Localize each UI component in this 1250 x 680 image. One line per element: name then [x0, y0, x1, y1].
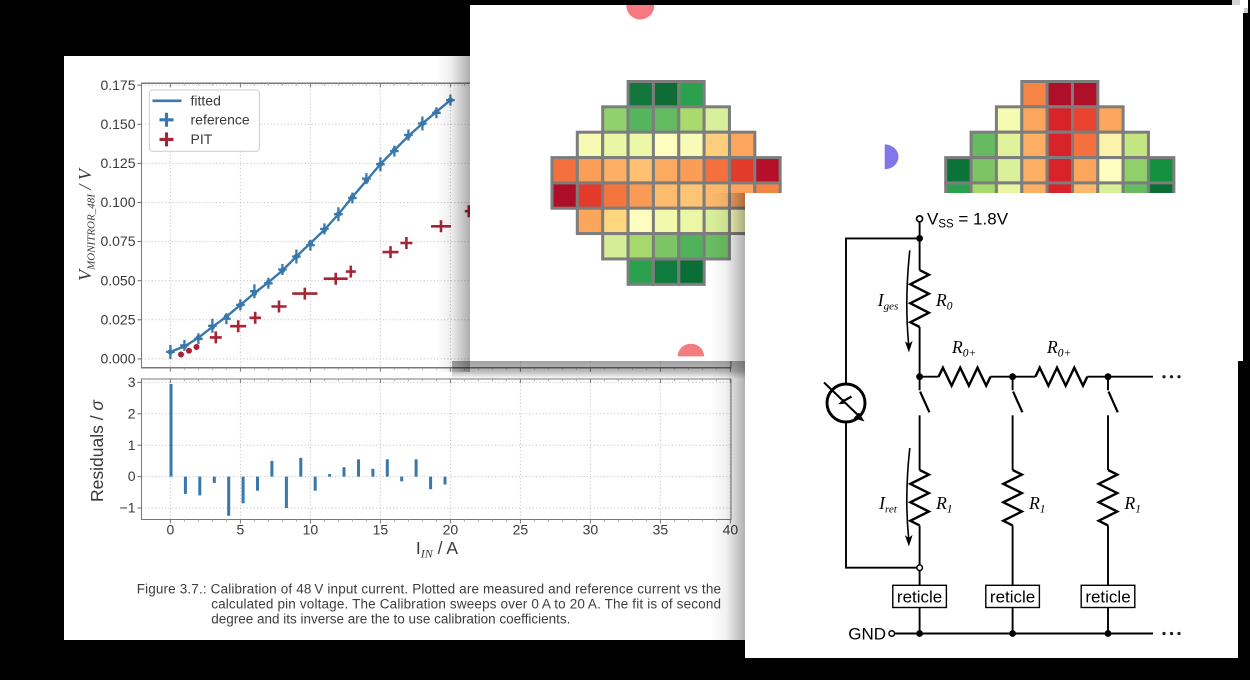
svg-text:30: 30: [583, 522, 599, 538]
svg-text:0: 0: [128, 468, 136, 484]
svg-text:35: 35: [653, 522, 669, 538]
svg-text:0.025: 0.025: [100, 311, 135, 327]
svg-text:Iret: Iret: [878, 493, 898, 516]
svg-text:PIT: PIT: [191, 131, 213, 147]
svg-text:3: 3: [128, 374, 136, 390]
svg-text:IIN / A: IIN / A: [416, 538, 458, 561]
svg-text:25: 25: [513, 522, 529, 538]
svg-text:Figure 3.7.: Calibration of 48: Figure 3.7.: Calibration of 48 V input c…: [137, 582, 721, 597]
svg-text:reference: reference: [191, 111, 250, 127]
svg-text:reticle: reticle: [990, 588, 1035, 607]
svg-text:Iges: Iges: [877, 290, 899, 313]
svg-text:0.075: 0.075: [100, 233, 135, 249]
svg-text:fitted: fitted: [191, 92, 221, 108]
svg-text:R1: R1: [935, 493, 952, 516]
svg-text:VMONITROR_48I / V: VMONITROR_48I / V: [75, 167, 98, 281]
svg-text:10: 10: [303, 522, 319, 538]
svg-text:reticle: reticle: [897, 588, 942, 607]
svg-text:GND: GND: [848, 625, 886, 644]
svg-text:degree and its inverse are the: degree and its inverse are the to use ca…: [211, 612, 570, 627]
svg-text:15: 15: [373, 522, 389, 538]
svg-text:0.000: 0.000: [100, 351, 135, 367]
svg-text:R0+: R0+: [951, 337, 976, 360]
svg-text:R0: R0: [935, 290, 953, 313]
svg-text:2: 2: [128, 405, 136, 421]
svg-text:0: 0: [167, 522, 175, 538]
svg-text:Residuals / σ: Residuals / σ: [87, 399, 107, 502]
svg-text:0.100: 0.100: [100, 194, 135, 210]
svg-text:R1: R1: [1028, 493, 1045, 516]
svg-text:calculated pin voltage. The C: calculated pin voltage. The Calibration …: [211, 597, 721, 612]
svg-text:0.150: 0.150: [100, 116, 135, 132]
svg-text:R1: R1: [1124, 493, 1141, 516]
svg-text:5: 5: [237, 522, 245, 538]
svg-text:−1: −1: [120, 500, 136, 516]
svg-text:0.050: 0.050: [100, 272, 135, 288]
svg-text:reticle: reticle: [1085, 588, 1130, 607]
svg-text:1: 1: [128, 437, 136, 453]
svg-text:40: 40: [723, 522, 739, 538]
svg-text:0.175: 0.175: [100, 77, 135, 93]
svg-text:0.125: 0.125: [100, 155, 135, 171]
svg-text:R0+: R0+: [1046, 337, 1071, 360]
svg-text:20: 20: [443, 522, 459, 538]
svg-text:VSS = 1.8V: VSS = 1.8V: [927, 210, 1009, 231]
